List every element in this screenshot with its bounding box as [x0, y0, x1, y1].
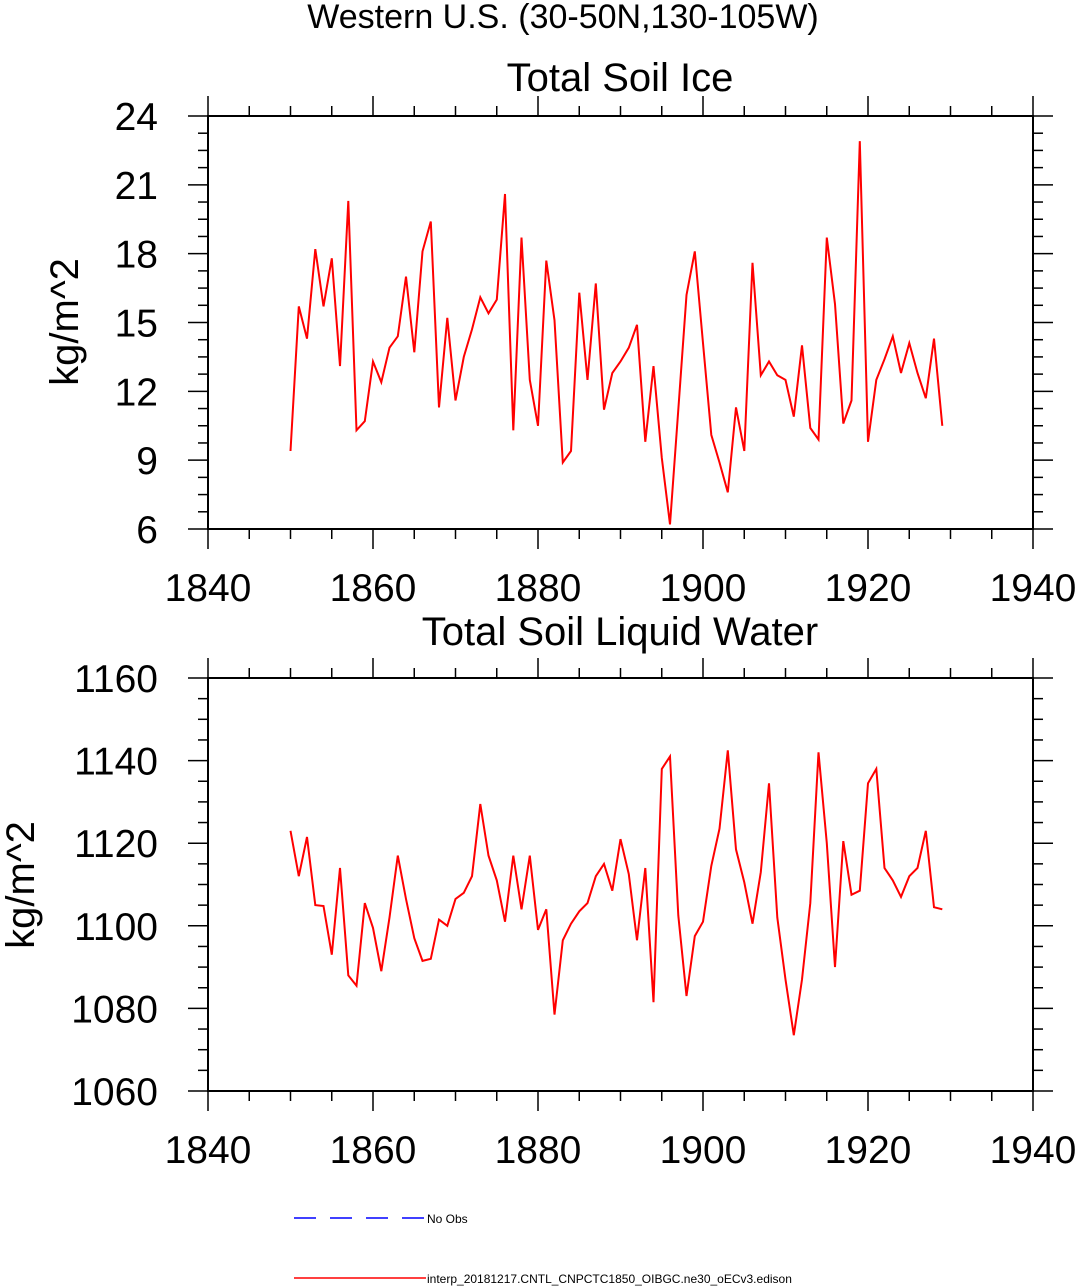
y-axis-tick-labels: 6 9 12 15 18 21 24	[115, 96, 158, 552]
y-tick-label: 24	[115, 96, 158, 139]
plot-frame	[207, 677, 1034, 1092]
x-tick-label: 1920	[825, 567, 912, 610]
chart-total-soil-liquid-water: Total Soil Liquid Water 1840 1860 1880 1900…	[0, 610, 1076, 1172]
axis-ticks	[188, 96, 1053, 549]
y-tick-label: 12	[115, 371, 158, 414]
y-tick-label: 1160	[74, 658, 158, 701]
plot-frame	[207, 115, 1034, 530]
y-axis-label: kg/m^2	[43, 258, 87, 386]
figure-title: Western U.S. (30-50N,130-105W)	[307, 0, 818, 36]
y-tick-label: 1120	[74, 823, 158, 866]
axis-ticks	[188, 658, 1053, 1111]
chart-total-soil-ice: Total Soil Ice 1840 1860 1880 1900 1920 1940 …	[43, 56, 1076, 610]
x-tick-label: 1840	[165, 567, 252, 610]
x-tick-label: 1900	[660, 567, 747, 610]
y-axis-label: kg/m^2	[0, 821, 43, 949]
x-tick-label: 1840	[165, 1129, 252, 1172]
x-tick-label: 1860	[330, 567, 417, 610]
x-tick-label: 1900	[660, 1129, 747, 1172]
y-tick-label: 1100	[74, 906, 158, 949]
x-tick-label: 1860	[330, 1129, 417, 1172]
x-tick-label: 1940	[990, 1129, 1077, 1172]
legend: No Obs interp_20181217.CNTL_CNPCTC1850_O…	[294, 1212, 792, 1286]
legend-label-no-obs: No Obs	[427, 1212, 468, 1226]
x-axis-tick-labels: 1840 1860 1880 1900 1920 1940	[165, 567, 1077, 610]
x-tick-label: 1880	[495, 567, 582, 610]
x-axis-tick-labels: 1840 1860 1880 1900 1920 1940	[165, 1129, 1077, 1172]
y-tick-label: 1080	[71, 988, 158, 1031]
y-tick-label: 18	[115, 234, 158, 277]
x-tick-label: 1880	[495, 1129, 582, 1172]
x-tick-label: 1920	[825, 1129, 912, 1172]
y-tick-label: 9	[136, 440, 158, 483]
y-tick-label: 1060	[71, 1071, 158, 1114]
series-line-cntl	[289, 750, 943, 1036]
y-axis-tick-labels: 1060 1080 1100 1120 1140 1160	[71, 658, 158, 1114]
y-tick-label: 21	[115, 165, 158, 208]
x-tick-label: 1940	[990, 567, 1077, 610]
chart-title: Total Soil Liquid Water	[422, 610, 818, 654]
y-tick-label: 6	[136, 509, 158, 552]
chart-title: Total Soil Ice	[507, 56, 734, 100]
legend-label-cntl: interp_20181217.CNTL_CNPCTC1850_OIBGC.ne…	[427, 1272, 792, 1286]
y-tick-label: 15	[115, 303, 158, 346]
series-line-cntl	[289, 141, 944, 525]
y-tick-label: 1140	[74, 741, 158, 784]
